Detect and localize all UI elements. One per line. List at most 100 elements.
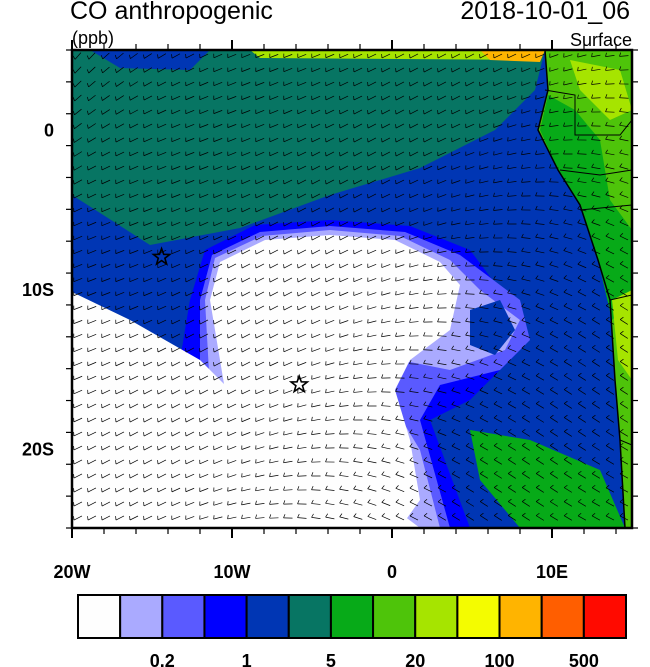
wind-barb — [129, 361, 139, 367]
wind-barb — [521, 152, 531, 156]
wind-barb — [493, 110, 503, 114]
wind-barb — [437, 123, 447, 129]
wind-barb-feather — [591, 205, 595, 209]
wind-barb-feather — [465, 415, 469, 419]
wind-barb — [255, 503, 265, 505]
wind-barb — [73, 292, 83, 296]
wind-barb — [437, 222, 447, 226]
wind-barb — [437, 151, 447, 157]
units-label: (ppb) — [72, 28, 115, 48]
wind-barb — [241, 446, 251, 450]
wind-barb — [479, 431, 489, 437]
wind-barb-feather — [479, 248, 482, 253]
wind-barb-feather — [605, 66, 607, 71]
wind-barb-feather — [521, 303, 525, 307]
wind-barb — [325, 348, 335, 352]
wind-barb — [591, 487, 601, 493]
wind-barb-feather — [381, 374, 384, 379]
wind-barb — [325, 263, 335, 269]
wind-barb-feather — [353, 485, 357, 490]
wind-barb — [171, 473, 181, 479]
wind-barb — [339, 207, 349, 213]
wind-barb — [507, 403, 517, 409]
wind-barb — [171, 277, 181, 283]
wind-barb — [129, 487, 139, 493]
wind-barb — [451, 431, 461, 437]
wind-barb — [143, 81, 153, 87]
wind-barb — [605, 221, 615, 227]
wind-barb — [605, 249, 615, 255]
wind-barb — [339, 151, 349, 157]
wind-barb — [227, 460, 237, 464]
wind-barb-feather — [367, 332, 369, 338]
wind-barb-feather — [521, 386, 526, 391]
colorbar-label: 5 — [326, 651, 336, 667]
wind-barb-feather — [606, 358, 610, 362]
wind-barb-feather — [367, 374, 369, 379]
wind-barb — [185, 403, 195, 409]
wind-barb — [269, 432, 279, 436]
wind-barb-feather — [451, 373, 455, 378]
wind-barb — [367, 433, 377, 435]
wind-barb — [171, 263, 181, 269]
wind-barb — [157, 137, 167, 143]
wind-barb-feather — [535, 359, 540, 363]
wind-barb — [465, 376, 475, 380]
wind-barb — [171, 166, 181, 170]
wind-barb — [311, 433, 321, 435]
wind-barb-feather — [592, 386, 596, 390]
wind-barb — [353, 391, 363, 393]
wind-barb-feather — [451, 498, 456, 502]
wind-barb — [199, 95, 209, 101]
wind-barb — [367, 81, 377, 87]
wind-barb — [479, 403, 489, 409]
wind-barb — [213, 305, 223, 311]
wind-barb-feather — [507, 345, 511, 349]
wind-barb — [465, 251, 475, 253]
wind-barb-feather — [564, 456, 568, 460]
wind-barb-feather — [605, 330, 610, 334]
wind-barb — [577, 347, 587, 353]
wind-barb — [619, 277, 629, 283]
wind-barb — [619, 515, 629, 521]
wind-barb-feather — [381, 388, 384, 393]
wind-barb-feather — [591, 219, 595, 223]
wind-barb — [213, 474, 223, 478]
wind-barb — [451, 123, 461, 129]
wind-barb — [283, 277, 293, 283]
wind-barb-feather — [521, 136, 523, 142]
wind-barb — [409, 278, 419, 282]
wind-barb — [423, 109, 433, 115]
wind-barb — [521, 403, 531, 409]
wind-barb — [339, 362, 349, 366]
wind-barb — [577, 305, 587, 311]
wind-barb — [507, 375, 517, 381]
wind-barb — [143, 389, 153, 395]
wind-barb — [549, 501, 559, 507]
wind-barb — [409, 123, 419, 129]
wind-barb — [171, 123, 181, 129]
wind-barb-feather — [479, 206, 481, 211]
wind-barb-feather — [437, 373, 441, 378]
wind-barb — [536, 487, 544, 493]
wind-barb-feather — [591, 233, 595, 237]
wind-barb-feather — [577, 470, 582, 474]
wind-barb-feather — [381, 513, 385, 517]
wind-barb-feather — [507, 442, 512, 446]
colorbar-box — [161, 594, 206, 639]
wind-barb-feather — [619, 163, 623, 167]
wind-barb — [409, 487, 419, 493]
wind-barb — [129, 515, 139, 521]
wind-barb — [395, 236, 405, 240]
wind-barb — [157, 501, 167, 507]
wind-barb — [283, 432, 293, 436]
wind-barb-feather — [367, 499, 371, 503]
wind-barb — [381, 460, 391, 464]
wind-barb-feather — [409, 276, 411, 282]
wind-barb — [381, 137, 391, 143]
wind-barb — [479, 95, 489, 101]
wind-barb — [73, 179, 83, 185]
wind-barb — [507, 361, 517, 367]
wind-barb-feather — [577, 94, 579, 99]
wind-barb — [409, 81, 419, 87]
